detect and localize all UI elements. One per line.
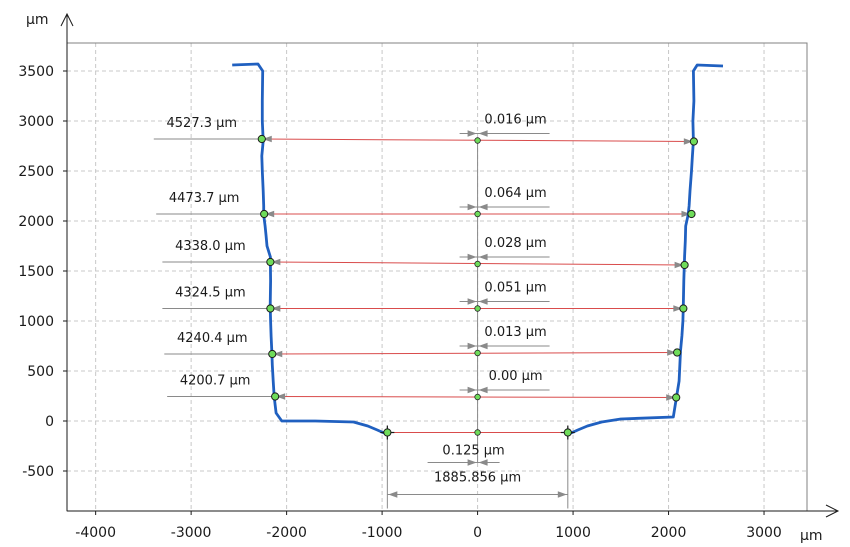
offset-arrow-left — [467, 253, 477, 261]
offset-arrow-left — [467, 130, 477, 137]
center-point — [474, 305, 481, 312]
width-arrow-left — [262, 135, 272, 143]
measurement-layer — [153, 130, 694, 509]
bottom-point-left — [383, 428, 392, 437]
width-arrow-left — [271, 258, 281, 266]
offset-arrow-left — [467, 386, 477, 394]
bottom-point-right — [563, 428, 572, 437]
x-tick-label: -2000 — [266, 525, 307, 541]
y-tick-label: 0 — [45, 414, 54, 430]
offset-label: 0.00 µm — [489, 369, 543, 384]
grid-layer — [63, 43, 807, 515]
bottom-offset-arrow-left — [467, 459, 477, 466]
axes-layer: µm µm — [26, 12, 840, 544]
x-tick-label: -3000 — [171, 525, 212, 541]
width-label: 4527.3 µm — [167, 116, 238, 131]
edge-point — [689, 137, 698, 146]
width-label: 4200.7 µm — [180, 374, 251, 389]
y-tick-label: 500 — [27, 364, 54, 380]
width-label: 4473.7 µm — [169, 191, 240, 206]
bottom-width-label: 1885.856 µm — [434, 471, 521, 486]
edge-point — [268, 349, 277, 359]
edge-point — [673, 348, 682, 357]
y-axis-arrow — [60, 12, 74, 27]
offset-arrow-left — [467, 342, 477, 350]
edge-point — [266, 304, 275, 313]
y-tick-label: 1500 — [18, 264, 54, 280]
offset-arrow-right — [478, 253, 488, 261]
offset-label: 0.028 µm — [484, 236, 546, 251]
edge-point — [680, 260, 689, 270]
center-point — [474, 349, 481, 357]
x-axis-unit: µm — [800, 528, 823, 544]
x-tick-label: -4000 — [75, 525, 116, 541]
center-point — [474, 210, 481, 218]
bottom-dim-arrow-left — [388, 491, 398, 498]
offset-arrow-right — [478, 386, 488, 394]
offset-arrow-left — [467, 298, 477, 305]
offset-arrow-right — [478, 130, 488, 137]
x-tick-label: 0 — [473, 525, 482, 541]
y-axis-unit: µm — [26, 12, 49, 28]
width-arrow-left — [273, 350, 283, 358]
offset-label: 0.064 µm — [484, 186, 546, 201]
x-axis-arrow — [825, 504, 840, 518]
plot-frame — [66, 42, 808, 512]
x-tick-label: 1000 — [555, 525, 591, 541]
y-tick-label: -500 — [22, 464, 54, 480]
y-tick-label: 2500 — [18, 164, 54, 180]
tick-labels-layer: -4000 -3000 -2000 -1000 0 1000 2000 3000 -500 0 50… — [18, 64, 781, 541]
width-arrow-right — [681, 210, 691, 218]
width-arrow-right — [666, 394, 676, 401]
width-arrow-right — [674, 261, 684, 269]
profile-line-left — [232, 62, 385, 435]
edge-point — [271, 392, 280, 401]
offset-label: 0.051 µm — [484, 281, 546, 296]
width-arrow-right — [683, 138, 693, 145]
edge-point — [672, 393, 681, 402]
edge-point — [679, 304, 688, 313]
width-label: 4240.4 µm — [177, 331, 248, 346]
x-tick-label: 2000 — [651, 525, 687, 541]
y-tick-label: 3500 — [18, 64, 54, 80]
edge-point — [266, 257, 275, 267]
center-point — [474, 260, 481, 268]
profile-line-right — [570, 63, 724, 435]
bottom-offset-arrow-right — [478, 459, 488, 466]
offset-arrow-right — [478, 342, 488, 350]
offset-arrow-right — [478, 298, 488, 305]
offset-label: 0.016 µm — [484, 113, 546, 128]
offset-arrow-right — [478, 203, 488, 211]
width-arrow-right — [667, 349, 677, 356]
y-tick-label: 3000 — [18, 114, 54, 130]
edge-point — [260, 209, 269, 219]
width-arrow-right — [673, 305, 683, 312]
bottom-center-point — [474, 429, 481, 436]
x-tick-label: -1000 — [362, 525, 403, 541]
edge-point — [257, 134, 266, 144]
y-tick-label: 1000 — [18, 314, 54, 330]
bottom-dim-arrow-right — [557, 491, 567, 498]
x-tick-label: 3000 — [746, 525, 782, 541]
edge-point — [687, 209, 696, 219]
labels-layer: 4527.3 µm 0.016 µm 4473.7 µm 0.064 µm 4338.0… — [167, 113, 547, 486]
width-arrow-left — [265, 210, 275, 218]
bottom-offset-label: 0.125 µm — [442, 444, 504, 459]
width-arrow-left — [276, 393, 286, 400]
center-point — [474, 137, 481, 144]
offset-label: 0.013 µm — [484, 325, 546, 340]
width-label: 4338.0 µm — [175, 239, 246, 254]
width-label: 4324.5 µm — [175, 286, 246, 301]
center-point — [474, 393, 481, 401]
y-tick-label: 2000 — [18, 214, 54, 230]
points-layer — [257, 134, 698, 440]
offset-arrow-left — [467, 203, 477, 211]
width-arrow-left — [271, 305, 281, 312]
